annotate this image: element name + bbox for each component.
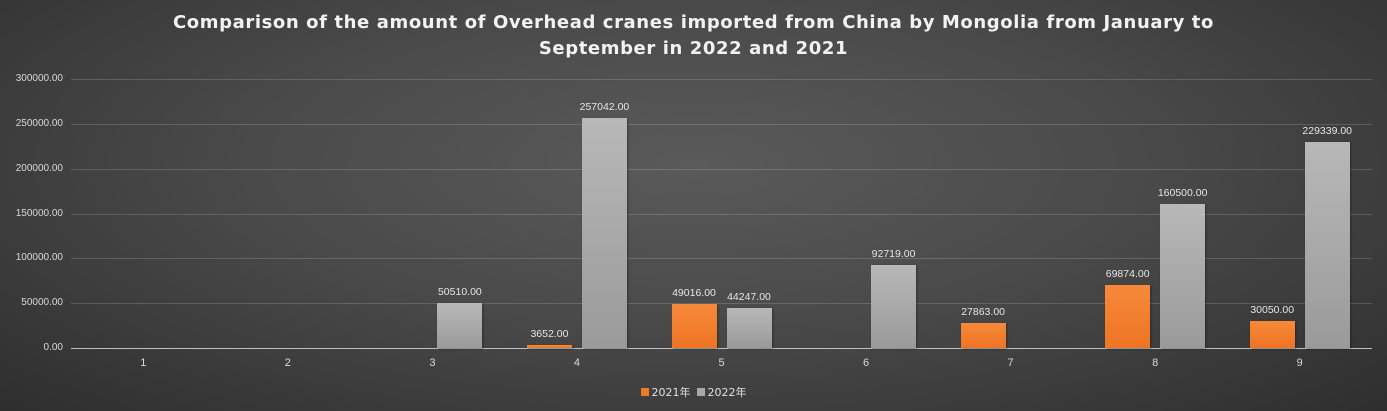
bar-2021-month-5[interactable] [671,304,717,348]
bar-2021-month-7[interactable] [960,323,1006,348]
y-tick-label: 250000.00 [15,118,63,129]
gridline [71,169,1372,170]
data-label: 92719.00 [871,247,916,260]
y-tick-label: 0.00 [43,342,63,353]
y-tick-label: 50000.00 [21,297,63,308]
chart-title-line-1: Comparison of the amount of Overhead cra… [173,12,1214,33]
x-axis-line [71,348,1372,349]
data-label: 44247.00 [727,291,771,304]
legend-label-2021: 2021年 [651,386,691,399]
legend-item-2022[interactable]: 2022年 [696,384,747,400]
x-tick-label: 4 [573,357,580,369]
gridline [71,214,1372,215]
chart-title-line-2: September in 2022 and 2021 [538,38,849,59]
gridline [71,124,1372,125]
bar-2021-month-8[interactable] [1105,285,1151,348]
bar-2022-month-8[interactable] [1160,204,1206,348]
legend: 2021年 2022年 [0,384,1387,400]
data-label: 69874.00 [1105,268,1150,281]
x-tick-label: 8 [1152,357,1159,369]
data-label: 160500.00 [1157,187,1208,200]
bar-2022-month-9[interactable] [1304,142,1350,348]
legend-swatch-2022 [696,388,705,396]
chart-title: Comparison of the amount of Overhead cra… [0,10,1387,62]
bar-2021-month-4[interactable] [526,344,572,348]
x-tick-label: 7 [1007,357,1014,369]
gridline [71,258,1372,259]
data-label: 257042.00 [579,100,630,113]
data-label: 3652.00 [530,327,569,340]
y-tick-label: 200000.00 [15,163,63,174]
x-tick-label: 5 [718,357,725,369]
data-label: 30050.00 [1250,304,1295,317]
bar-2022-month-4[interactable] [581,117,627,348]
data-label: 49016.00 [672,287,716,300]
bar-2021-month-9[interactable] [1249,321,1295,348]
x-tick-label: 3 [429,357,436,369]
x-tick-label: 9 [1296,357,1303,369]
y-tick-label: 100000.00 [15,252,63,263]
data-label: 50510.00 [437,285,482,298]
x-tick-label: 6 [862,357,870,369]
legend-label-2022: 2022年 [707,386,747,399]
y-tick-label: 150000.00 [15,208,63,219]
legend-item-2021[interactable]: 2021年 [640,384,691,400]
bar-2022-month-5[interactable] [726,308,772,348]
gridline [71,79,1372,80]
bar-2022-month-6[interactable] [871,264,917,348]
data-label: 27863.00 [961,306,1005,319]
data-label: 229339.00 [1302,125,1353,138]
gridline [71,303,1372,304]
x-tick-label: 1 [140,357,147,369]
x-tick-label: 2 [284,357,291,369]
legend-swatch-2021 [640,388,649,396]
bar-2022-month-3[interactable] [437,302,483,348]
y-tick-label: 300000.00 [15,73,63,84]
